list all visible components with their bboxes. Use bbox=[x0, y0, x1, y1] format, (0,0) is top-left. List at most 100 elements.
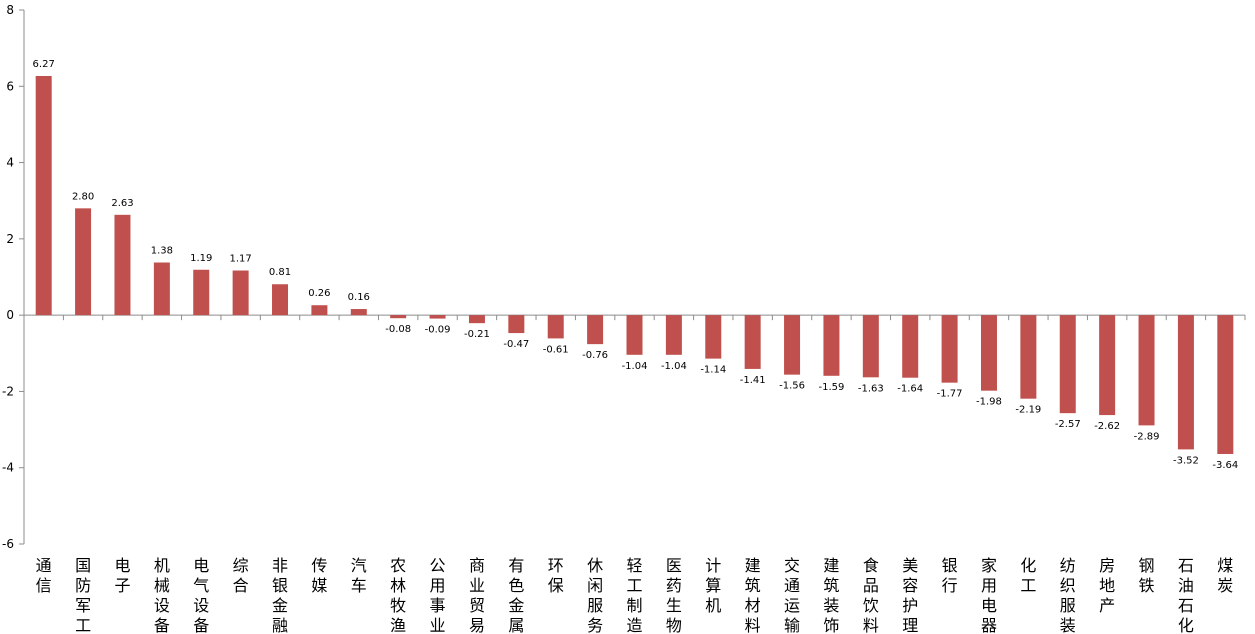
bar bbox=[823, 315, 840, 376]
bar bbox=[1059, 315, 1076, 414]
bar bbox=[1138, 315, 1155, 426]
bar bbox=[941, 315, 958, 383]
y-axis: -6 -4 -2 0 2 4 6 8 bbox=[2, 3, 25, 551]
data-label: 2.63 bbox=[111, 198, 133, 209]
y-tick-label: -6 bbox=[2, 537, 14, 551]
bar bbox=[75, 208, 92, 316]
bar bbox=[429, 315, 446, 319]
category-label: 通信 bbox=[36, 556, 52, 595]
category-label: 公用事业 bbox=[430, 556, 446, 634]
bar bbox=[1099, 315, 1116, 416]
data-label: -0.08 bbox=[385, 324, 411, 335]
category-label: 食品饮料 bbox=[863, 556, 879, 634]
category-label: 环保 bbox=[548, 556, 564, 595]
data-label: 0.26 bbox=[308, 288, 330, 299]
data-label: -2.57 bbox=[1055, 419, 1081, 430]
bar bbox=[1217, 315, 1234, 454]
y-tick-label: 6 bbox=[6, 79, 14, 93]
category-label: 轻工制造 bbox=[626, 556, 642, 634]
bar bbox=[980, 315, 997, 391]
category-label: 非银金融 bbox=[272, 556, 288, 634]
y-tick-label: 4 bbox=[6, 156, 14, 170]
bar bbox=[705, 315, 722, 359]
data-label: -0.76 bbox=[582, 350, 608, 361]
data-label: -1.59 bbox=[818, 382, 844, 393]
data-label: -0.47 bbox=[503, 339, 529, 350]
category-label: 商业贸易 bbox=[469, 556, 485, 634]
category-label: 汽车 bbox=[351, 556, 367, 595]
bar bbox=[468, 315, 485, 324]
data-label: -1.77 bbox=[937, 389, 963, 400]
bar bbox=[35, 75, 52, 316]
data-label: -2.62 bbox=[1094, 421, 1120, 432]
bar bbox=[272, 284, 289, 316]
bar bbox=[665, 315, 682, 355]
bar bbox=[350, 309, 367, 316]
category-label: 化工 bbox=[1020, 556, 1036, 595]
category-label: 电子 bbox=[114, 556, 130, 595]
bar bbox=[902, 315, 919, 378]
data-label: 1.17 bbox=[229, 254, 251, 265]
data-label: -3.52 bbox=[1173, 455, 1199, 466]
data-label: -1.63 bbox=[858, 383, 884, 394]
category-label: 建筑装饰 bbox=[823, 556, 839, 634]
category-label: 计算机 bbox=[705, 556, 721, 615]
category-label: 钢铁 bbox=[1139, 556, 1155, 595]
bar bbox=[1177, 315, 1194, 450]
data-label: 1.38 bbox=[151, 246, 173, 257]
bar bbox=[390, 315, 407, 319]
data-label: -3.64 bbox=[1212, 460, 1238, 471]
category-label: 机械设备 bbox=[154, 556, 170, 634]
category-label: 休闲服务 bbox=[587, 556, 603, 634]
y-tick-label: 0 bbox=[6, 308, 14, 322]
data-label: -0.61 bbox=[543, 344, 569, 355]
bar bbox=[114, 214, 131, 316]
y-tick-label: 8 bbox=[6, 3, 14, 17]
data-label: -1.98 bbox=[976, 397, 1002, 408]
category-label: 交通运输 bbox=[784, 556, 800, 634]
bar bbox=[311, 305, 328, 316]
category-label: 纺织服装 bbox=[1060, 556, 1076, 634]
data-labels: 6.27 2.80 2.63 1.38 1.19 1.17 0.81 0.26 0.16 -0.0… bbox=[33, 59, 1239, 471]
category-label: 农林牧渔 bbox=[390, 556, 406, 634]
data-label: -2.89 bbox=[1134, 431, 1160, 442]
category-label: 银行 bbox=[942, 556, 958, 595]
data-label: -1.04 bbox=[661, 361, 687, 372]
y-tick-label: -2 bbox=[2, 384, 14, 398]
data-label: 1.19 bbox=[190, 253, 212, 264]
category-label: 医药生物 bbox=[666, 556, 682, 634]
bars bbox=[35, 75, 1234, 454]
bar bbox=[547, 315, 564, 339]
category-label: 美容护理 bbox=[902, 556, 918, 634]
category-label: 国防军工 bbox=[75, 556, 91, 634]
data-label: -2.19 bbox=[1015, 405, 1041, 416]
data-label: 0.16 bbox=[348, 292, 370, 303]
data-label: 6.27 bbox=[33, 59, 55, 70]
y-tick-label: -4 bbox=[2, 461, 14, 475]
category-label: 煤炭 bbox=[1217, 556, 1233, 595]
category-label: 综合 bbox=[233, 556, 249, 595]
data-label: -1.41 bbox=[740, 375, 766, 386]
data-label: -1.04 bbox=[622, 361, 648, 372]
category-label: 房地产 bbox=[1099, 556, 1115, 615]
y-tick-label: 2 bbox=[6, 232, 14, 246]
bar bbox=[744, 315, 761, 369]
category-label: 电气设备 bbox=[193, 556, 209, 634]
data-label: -1.56 bbox=[779, 381, 805, 392]
bar bbox=[153, 262, 170, 316]
category-label: 家用电器 bbox=[981, 556, 997, 634]
category-label: 传媒 bbox=[311, 556, 327, 595]
data-label: 0.81 bbox=[269, 267, 291, 278]
bar bbox=[193, 269, 210, 316]
data-label: -1.64 bbox=[897, 384, 923, 395]
bar bbox=[232, 270, 249, 316]
bar bbox=[1020, 315, 1037, 399]
bar bbox=[784, 315, 801, 375]
category-label: 有色金属 bbox=[508, 556, 524, 634]
bar bbox=[862, 315, 879, 378]
data-label: -1.14 bbox=[700, 365, 726, 376]
data-label: -0.21 bbox=[464, 329, 490, 340]
category-label: 石油石化 bbox=[1178, 556, 1194, 634]
